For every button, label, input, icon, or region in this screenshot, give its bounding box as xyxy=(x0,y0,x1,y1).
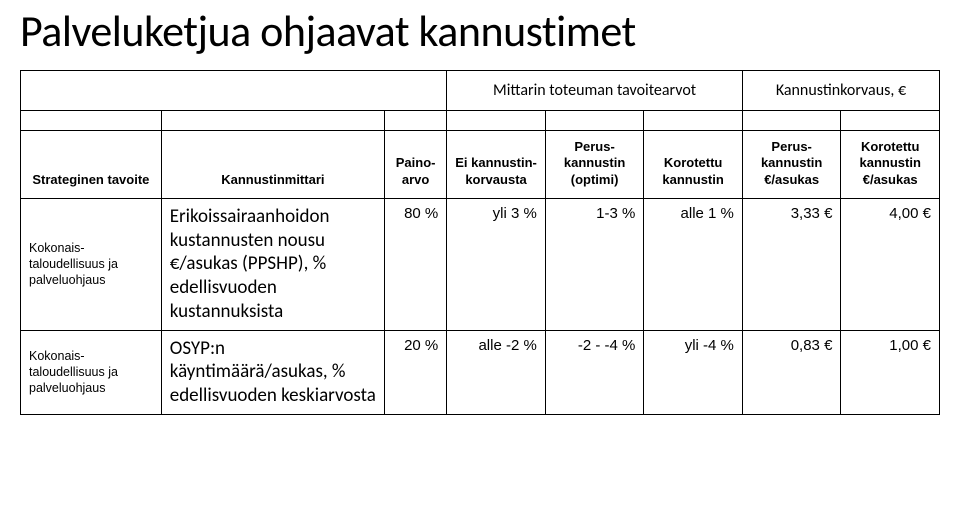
table-row: Kokonais-taloudellisuus ja palveluohjaus… xyxy=(21,198,940,330)
cell-tavoite: Kokonais-taloudellisuus ja palveluohjaus xyxy=(21,330,162,414)
cell-paino: 80 % xyxy=(384,198,446,330)
column-header-row: Strateginen tavoite Kannustinmittari Pai… xyxy=(21,131,940,199)
cell-tavoite: Kokonais-taloudellisuus ja palveluohjaus xyxy=(21,198,162,330)
cell-mittari: OSYP:n käyntimäärä/asukas, % edellisvuod… xyxy=(161,330,384,414)
cell-paino: 20 % xyxy=(384,330,446,414)
super-header-mid: Mittarin toteuman tavoitearvot xyxy=(447,71,743,111)
blank-spacer-row xyxy=(21,111,940,131)
header-ei-korvausta: Ei kannustin-korvausta xyxy=(447,131,546,199)
cell-korotettu-eur: 1,00 € xyxy=(841,330,940,414)
header-perus: Perus-kannustin (optimi) xyxy=(545,131,644,199)
cell-mittari: Erikoissairaanhoidon kustannusten nousu … xyxy=(161,198,384,330)
header-painoarvo: Paino-arvo xyxy=(384,131,446,199)
header-korotettu: Korotettu kannustin xyxy=(644,131,743,199)
header-perus-eur: Perus-kannustin €/asukas xyxy=(742,131,841,199)
incentive-table: Mittarin toteuman tavoitearvot Kannustin… xyxy=(20,70,940,415)
cell-perus: 1-3 % xyxy=(545,198,644,330)
super-header-blank xyxy=(21,71,447,111)
page-title: Palveluketjua ohjaavat kannustimet xyxy=(20,8,940,54)
super-header-right: Kannustinkorvaus, € xyxy=(742,71,939,111)
table-row: Kokonais-taloudellisuus ja palveluohjaus… xyxy=(21,330,940,414)
cell-perus-eur: 3,33 € xyxy=(742,198,841,330)
header-korotettu-eur: Korotettu kannustin €/asukas xyxy=(841,131,940,199)
header-tavoite: Strateginen tavoite xyxy=(21,131,162,199)
cell-korotettu: alle 1 % xyxy=(644,198,743,330)
super-header-row: Mittarin toteuman tavoitearvot Kannustin… xyxy=(21,71,940,111)
header-mittari: Kannustinmittari xyxy=(161,131,384,199)
cell-perus: -2 - -4 % xyxy=(545,330,644,414)
cell-ei: alle -2 % xyxy=(447,330,546,414)
cell-korotettu: yli -4 % xyxy=(644,330,743,414)
cell-korotettu-eur: 4,00 € xyxy=(841,198,940,330)
cell-perus-eur: 0,83 € xyxy=(742,330,841,414)
slide: Palveluketjua ohjaavat kannustimet Mitta… xyxy=(0,0,960,519)
cell-ei: yli 3 % xyxy=(447,198,546,330)
